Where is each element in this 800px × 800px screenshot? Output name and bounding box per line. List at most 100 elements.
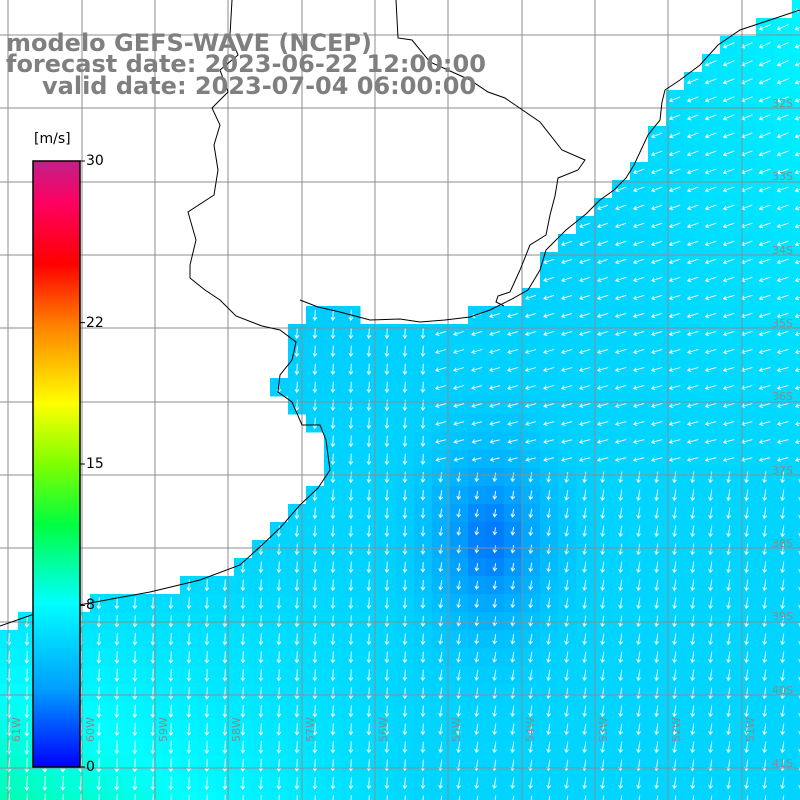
wind-arrow: [686, 348, 699, 355]
wind-arrow: [672, 651, 677, 664]
wind-arrow: [690, 633, 695, 646]
wind-arrow: [525, 312, 537, 319]
wind-arrow: [561, 457, 573, 462]
wind-arrow: [507, 349, 519, 355]
wind-arrow: [134, 794, 136, 800]
wind-arrow: [348, 741, 354, 754]
wind-arrow: [440, 795, 443, 800]
wind-arrow: [708, 669, 713, 682]
wind-arrow: [636, 687, 641, 700]
wind-arrow: [579, 385, 591, 391]
wind-arrow: [132, 615, 138, 628]
wind-arrow: [332, 795, 334, 800]
wind-speed-cell: [540, 792, 559, 800]
wind-arrow: [762, 597, 767, 610]
wind-arrow: [686, 439, 699, 445]
wind-arrow: [330, 579, 336, 592]
wind-arrow: [794, 349, 800, 355]
wind-arrow: [24, 758, 30, 773]
wind-arrow: [474, 545, 480, 554]
wind-arrow: [704, 60, 717, 67]
wind-arrow: [798, 640, 800, 646]
wind-arrow: [294, 615, 300, 628]
wind-arrow: [150, 651, 156, 664]
wind-arrow: [294, 507, 300, 520]
wind-arrow: [615, 385, 627, 391]
wind-arrow: [510, 508, 516, 518]
wind-arrow: [456, 562, 462, 572]
wind-arrow: [672, 687, 677, 700]
wind-arrow: [762, 615, 767, 628]
wind-arrow: [618, 723, 623, 736]
wind-arrow: [204, 669, 210, 682]
wind-arrow: [80, 793, 82, 800]
wind-arrow: [384, 345, 390, 358]
wind-arrow: [620, 795, 623, 800]
wind-arrow: [794, 151, 800, 157]
wind-arrow: [650, 457, 663, 462]
wind-arrow: [776, 348, 789, 355]
wind-arrow: [348, 327, 354, 340]
wind-arrow: [348, 579, 354, 592]
wind-arrow: [435, 367, 447, 373]
wind-arrow: [348, 651, 354, 664]
wind-speed-cell: [594, 792, 613, 800]
wind-speed-cell: [792, 414, 800, 433]
wind-arrow: [510, 634, 516, 645]
wind-arrow: [651, 312, 663, 319]
wind-arrow: [6, 668, 12, 683]
wind-arrow: [186, 686, 192, 700]
wind-arrow: [366, 705, 372, 718]
wind-arrow: [668, 348, 681, 355]
wind-arrow: [294, 525, 300, 538]
wind-arrow: [348, 435, 354, 448]
wind-arrow: [582, 651, 587, 664]
wind-arrow: [456, 526, 462, 536]
wind-arrow: [704, 330, 717, 337]
wind-arrow: [686, 222, 699, 229]
wind-speed-cell: [792, 540, 800, 559]
wind-arrow: [204, 722, 210, 736]
wind-arrow: [402, 453, 408, 466]
wind-arrow: [651, 294, 663, 301]
wind-arrow: [561, 385, 573, 391]
wind-arrow: [420, 453, 426, 466]
wind-arrow: [744, 687, 749, 700]
wind-arrow: [456, 705, 461, 718]
wind-arrow: [636, 669, 641, 682]
wind-arrow: [798, 658, 800, 664]
wind-arrow: [476, 795, 479, 800]
wind-arrow: [633, 258, 645, 265]
wind-arrow: [726, 741, 731, 754]
wind-arrow: [618, 651, 623, 664]
wind-arrow: [597, 240, 609, 247]
wind-arrow: [492, 563, 498, 572]
wind-arrow: [579, 240, 591, 247]
wind-speed-cell: [756, 792, 775, 800]
wind-arrow: [636, 561, 641, 574]
wind-arrow: [564, 489, 570, 501]
wind-arrow: [780, 579, 785, 592]
wind-arrow: [686, 457, 699, 462]
wind-arrow: [798, 712, 800, 718]
wind-arrow: [330, 741, 336, 754]
wind-arrow: [312, 723, 318, 736]
wind-arrow: [726, 669, 731, 682]
wind-arrow: [780, 543, 785, 556]
valid-date: valid date: 2023-07-04 06:00:00: [42, 72, 477, 100]
wind-arrow: [60, 776, 66, 791]
wind-arrow: [458, 795, 461, 800]
wind-arrow: [597, 258, 609, 265]
wind-arrow: [348, 489, 354, 502]
wind-arrow: [276, 597, 282, 610]
wind-arrow: [258, 723, 264, 736]
wind-arrow: [722, 330, 735, 337]
wind-arrow: [420, 327, 426, 340]
wind-arrow: [507, 367, 519, 373]
wind-arrow: [632, 439, 645, 445]
wind-arrow: [240, 615, 246, 628]
wind-arrow: [744, 579, 749, 592]
wind-arrow: [528, 741, 533, 754]
wind-arrow: [404, 795, 406, 800]
wind-arrow: [294, 363, 300, 376]
